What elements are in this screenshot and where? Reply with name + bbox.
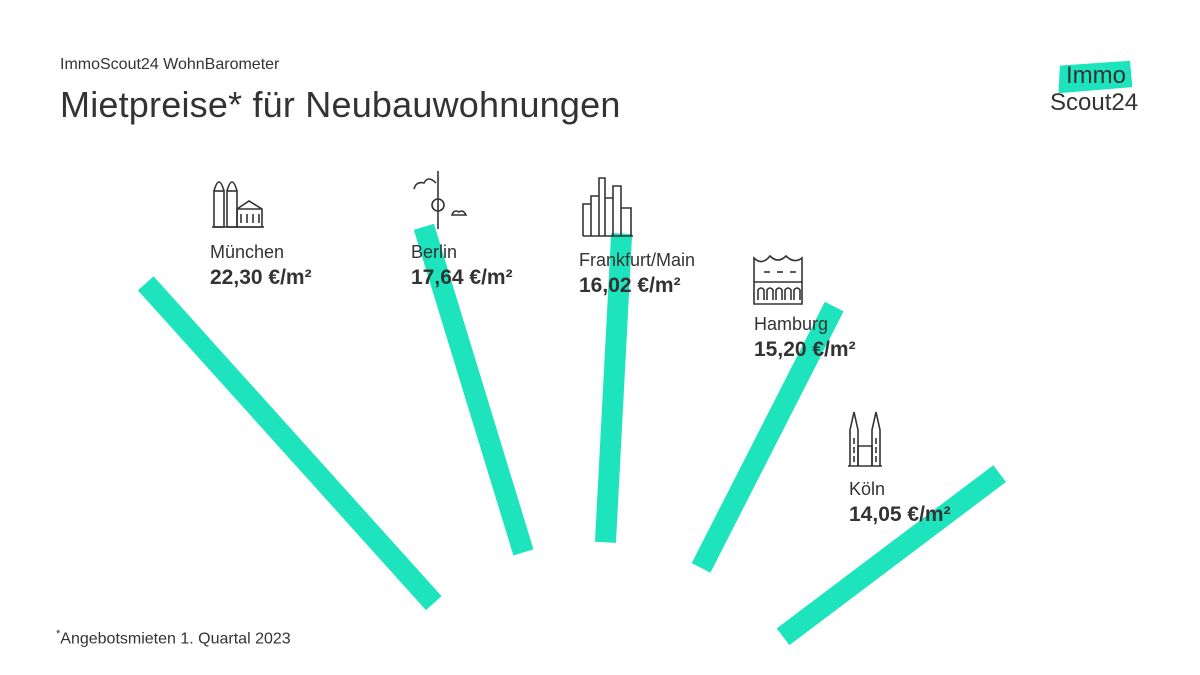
bar-0 <box>137 276 442 611</box>
value-label-1: 17,64 €/m² <box>411 266 513 289</box>
city-label-0: München <box>210 242 284 262</box>
elbphilharmonie-icon <box>753 254 803 305</box>
city-label-1: Berlin <box>411 242 457 262</box>
chart-subtitle: ImmoScout24 WohnBarometer <box>60 56 280 73</box>
value-label-2: 16,02 €/m² <box>579 274 681 297</box>
bar-2 <box>594 233 633 543</box>
city-label-2: Frankfurt/Main <box>579 250 695 270</box>
logo-line2: Scout24 <box>1050 89 1139 116</box>
city-label-3: Hamburg <box>754 314 828 334</box>
bar-3 <box>691 301 844 573</box>
value-label-4: 14,05 €/m² <box>849 503 951 526</box>
bar-1 <box>413 223 534 556</box>
footnote-text: Angebotsmieten 1. Quartal 2023 <box>60 630 291 648</box>
frauenkirche-icon <box>212 181 264 228</box>
footnote-marker: * <box>56 628 61 640</box>
logo-line1: Immo <box>1066 62 1126 89</box>
cathedral-icon <box>848 411 882 467</box>
bar-4 <box>776 465 1006 646</box>
footnote: *Angebotsmieten 1. Quartal 2023 <box>56 628 291 648</box>
immoscout24-logo[interactable]: Immo Scout24 <box>1048 60 1144 120</box>
chart-title: Mietpreise* für Neubauwohnungen <box>60 84 621 125</box>
skyline-icon <box>582 177 633 237</box>
city-label-4: Köln <box>849 479 885 499</box>
tv-tower-icon <box>413 171 468 229</box>
value-label-3: 15,20 €/m² <box>754 338 856 361</box>
value-label-0: 22,30 €/m² <box>210 266 312 289</box>
